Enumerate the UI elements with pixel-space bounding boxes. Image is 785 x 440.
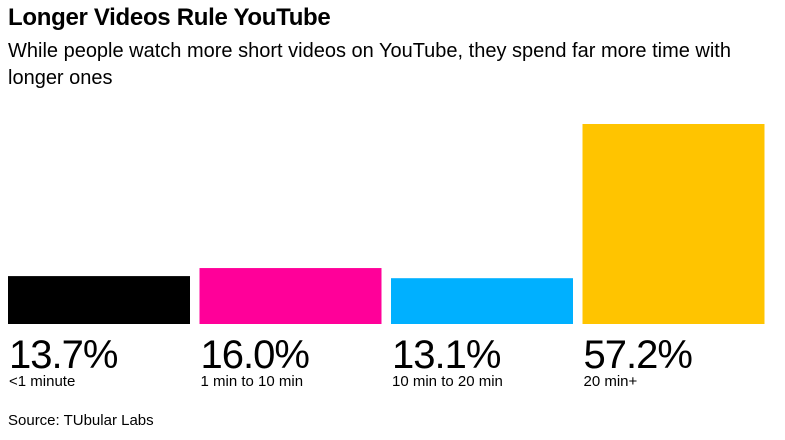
- source-note: Source: TUbular Labs: [8, 412, 154, 429]
- bar-0: [8, 276, 190, 324]
- value-label-2: 13.1%: [392, 333, 501, 377]
- value-label-3: 57.2%: [584, 333, 693, 377]
- category-label-1: 1 min to 10 min: [201, 373, 304, 390]
- chart-subtitle: While people watch more short videos on …: [8, 40, 731, 89]
- value-label-0: 13.7%: [9, 333, 118, 377]
- category-label-0: <1 minute: [9, 373, 75, 390]
- bar-2: [391, 278, 573, 324]
- chart-title: Longer Videos Rule YouTube: [8, 4, 331, 31]
- value-label-1: 16.0%: [201, 333, 310, 377]
- category-label-3: 20 min+: [584, 373, 638, 390]
- bar-1: [199, 268, 382, 324]
- bar-3: [582, 124, 765, 324]
- category-label-2: 10 min to 20 min: [392, 373, 503, 390]
